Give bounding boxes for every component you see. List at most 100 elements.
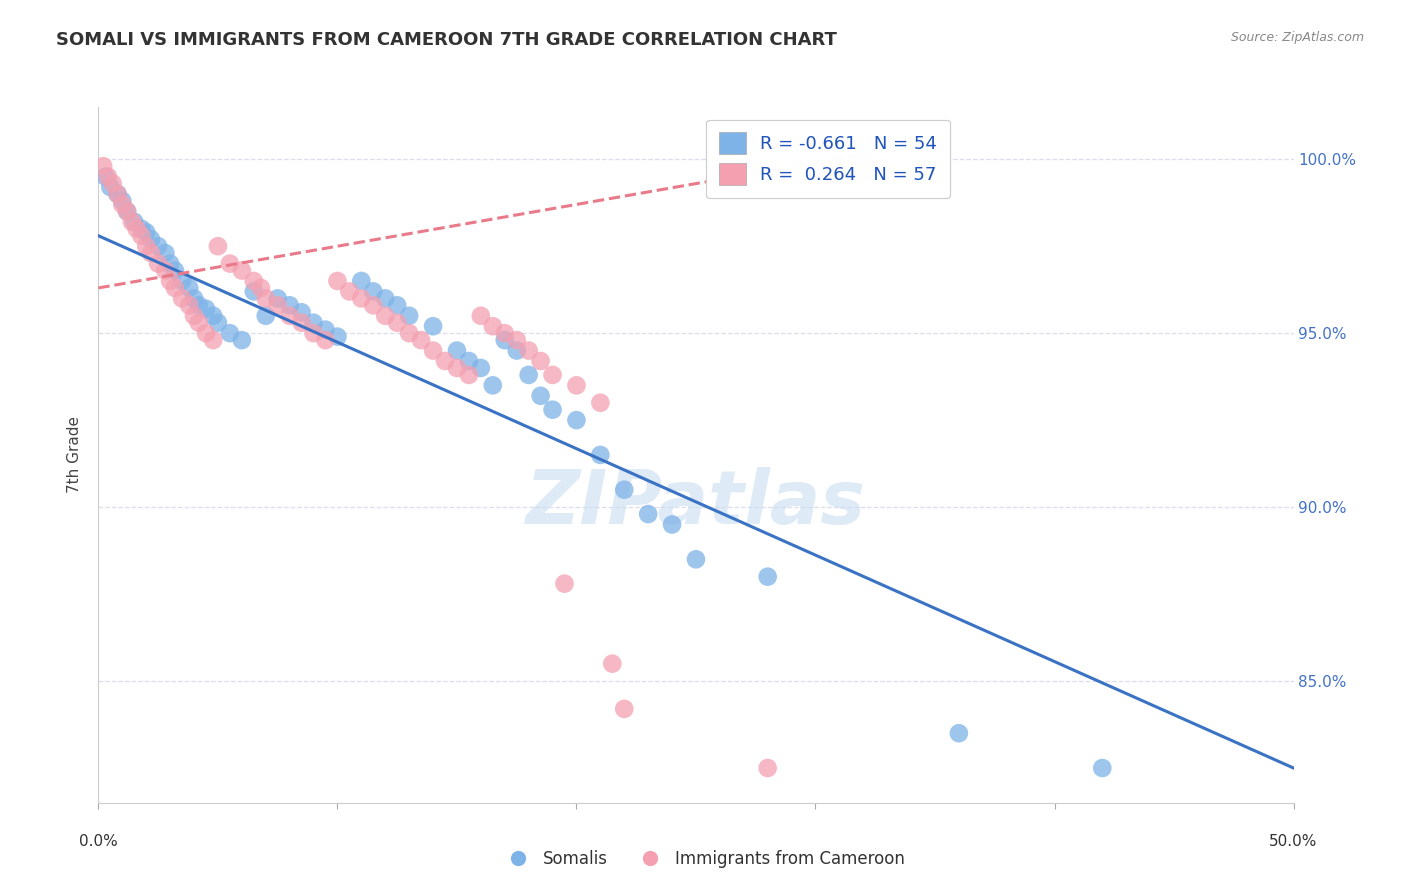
Point bbox=[254, 309, 277, 323]
Point bbox=[422, 343, 444, 358]
Point bbox=[470, 309, 492, 323]
Point bbox=[302, 326, 325, 340]
Point bbox=[422, 319, 444, 334]
Point bbox=[155, 246, 177, 260]
Point bbox=[267, 292, 290, 306]
Point bbox=[194, 301, 218, 316]
Point bbox=[315, 333, 337, 347]
Point bbox=[278, 309, 301, 323]
Point bbox=[139, 232, 162, 246]
Point bbox=[326, 274, 349, 288]
Text: SOMALI VS IMMIGRANTS FROM CAMEROON 7TH GRADE CORRELATION CHART: SOMALI VS IMMIGRANTS FROM CAMEROON 7TH G… bbox=[56, 31, 837, 49]
Point bbox=[529, 389, 551, 403]
Point bbox=[131, 222, 153, 236]
Point bbox=[179, 281, 201, 295]
Point bbox=[111, 197, 134, 211]
Point bbox=[98, 180, 122, 194]
Point bbox=[94, 169, 117, 184]
Point bbox=[163, 263, 186, 277]
Point bbox=[458, 368, 481, 382]
Point bbox=[374, 309, 396, 323]
Point bbox=[446, 360, 468, 375]
Text: ZIPatlas: ZIPatlas bbox=[526, 467, 866, 541]
Point bbox=[250, 281, 273, 295]
Point bbox=[179, 298, 201, 312]
Point bbox=[385, 298, 409, 312]
Point bbox=[613, 702, 636, 716]
Point bbox=[187, 316, 209, 330]
Point bbox=[517, 343, 540, 358]
Text: 50.0%: 50.0% bbox=[1270, 834, 1317, 849]
Point bbox=[613, 483, 636, 497]
Point bbox=[529, 354, 551, 368]
Point bbox=[135, 239, 157, 253]
Point bbox=[219, 326, 242, 340]
Point bbox=[231, 333, 253, 347]
Point bbox=[302, 316, 325, 330]
Legend: R = -0.661   N = 54, R =  0.264   N = 57: R = -0.661 N = 54, R = 0.264 N = 57 bbox=[706, 120, 950, 198]
Point bbox=[148, 257, 170, 271]
Point bbox=[91, 159, 114, 173]
Point bbox=[124, 215, 146, 229]
Point bbox=[125, 222, 148, 236]
Legend: Somalis, Immigrants from Cameroon: Somalis, Immigrants from Cameroon bbox=[495, 844, 911, 875]
Point bbox=[385, 316, 409, 330]
Point bbox=[470, 360, 492, 375]
Point bbox=[148, 239, 170, 253]
Point bbox=[541, 402, 564, 417]
Point bbox=[243, 285, 266, 299]
Point bbox=[291, 316, 314, 330]
Point bbox=[101, 177, 124, 191]
Point bbox=[207, 316, 229, 330]
Point bbox=[363, 298, 385, 312]
Point bbox=[494, 326, 516, 340]
Point bbox=[589, 395, 612, 409]
Point bbox=[517, 368, 540, 382]
Y-axis label: 7th Grade: 7th Grade bbox=[67, 417, 83, 493]
Point bbox=[183, 309, 205, 323]
Point bbox=[291, 305, 314, 319]
Point bbox=[163, 281, 186, 295]
Point bbox=[326, 329, 349, 343]
Point bbox=[433, 354, 456, 368]
Point bbox=[350, 274, 373, 288]
Point bbox=[121, 215, 143, 229]
Point bbox=[254, 292, 277, 306]
Point bbox=[481, 319, 505, 334]
Point bbox=[350, 292, 373, 306]
Point bbox=[494, 333, 516, 347]
Point bbox=[756, 761, 779, 775]
Point bbox=[278, 298, 301, 312]
Point bbox=[231, 263, 253, 277]
Point bbox=[159, 257, 181, 271]
Point bbox=[506, 333, 529, 347]
Point bbox=[565, 378, 588, 392]
Point bbox=[107, 187, 129, 202]
Point bbox=[267, 298, 290, 312]
Point bbox=[458, 354, 481, 368]
Point bbox=[1091, 761, 1114, 775]
Point bbox=[661, 517, 683, 532]
Point bbox=[159, 274, 181, 288]
Point bbox=[948, 726, 970, 740]
Text: Source: ZipAtlas.com: Source: ZipAtlas.com bbox=[1230, 31, 1364, 45]
Point bbox=[111, 194, 134, 208]
Point bbox=[398, 326, 420, 340]
Point bbox=[685, 552, 707, 566]
Point bbox=[135, 225, 157, 239]
Point bbox=[115, 204, 138, 219]
Point bbox=[107, 187, 129, 202]
Point bbox=[202, 333, 225, 347]
Point bbox=[131, 228, 153, 243]
Point bbox=[363, 285, 385, 299]
Point bbox=[172, 292, 194, 306]
Point bbox=[115, 204, 138, 219]
Point bbox=[554, 576, 576, 591]
Point bbox=[207, 239, 229, 253]
Point bbox=[339, 285, 360, 299]
Point bbox=[481, 378, 505, 392]
Point bbox=[194, 326, 218, 340]
Point bbox=[187, 298, 209, 312]
Point bbox=[315, 323, 337, 337]
Point bbox=[565, 413, 588, 427]
